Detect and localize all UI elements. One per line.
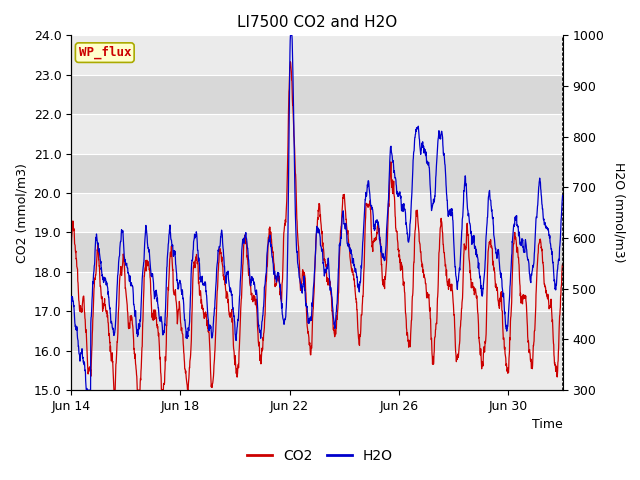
Y-axis label: CO2 (mmol/m3): CO2 (mmol/m3) xyxy=(15,163,28,263)
Bar xyxy=(71,75,563,114)
Bar xyxy=(71,272,563,312)
Bar xyxy=(71,193,563,232)
Legend: CO2, H2O: CO2, H2O xyxy=(242,443,398,468)
Bar xyxy=(71,351,563,390)
Y-axis label: H2O (mmol/m3): H2O (mmol/m3) xyxy=(612,162,625,263)
Bar xyxy=(71,114,563,154)
Bar xyxy=(71,154,563,193)
Text: WP_flux: WP_flux xyxy=(79,46,131,60)
Bar xyxy=(71,36,563,75)
Title: LI7500 CO2 and H2O: LI7500 CO2 and H2O xyxy=(237,15,397,30)
X-axis label: Time: Time xyxy=(532,419,563,432)
Bar xyxy=(71,312,563,351)
Bar xyxy=(71,232,563,272)
